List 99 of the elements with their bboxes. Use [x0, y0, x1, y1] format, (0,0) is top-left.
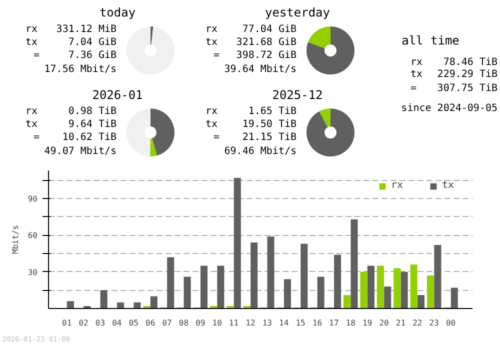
x-tick-label: 14 [279, 318, 289, 328]
chart-title: yesterday [264, 6, 330, 20]
x-tick-label: 04 [112, 318, 122, 328]
text: rx [206, 106, 218, 117]
text: 9.64 TiB [68, 119, 117, 130]
bar [100, 290, 108, 308]
text: = [214, 50, 220, 61]
text: 1.65 TiB [248, 106, 297, 117]
text: 7.04 GiB [68, 37, 117, 48]
bar [434, 244, 442, 308]
bar [284, 279, 291, 308]
x-tick-label: 18 [346, 318, 356, 328]
text: 307.75 TiB [437, 83, 498, 94]
bar [200, 266, 208, 308]
bar [250, 242, 258, 308]
bar [384, 286, 392, 308]
x-tick-label: 15 [296, 318, 306, 328]
x-tick-label: 05 [128, 318, 139, 328]
text: 229.29 TiB [437, 69, 498, 80]
x-tick-label: 10 [212, 318, 222, 328]
x-tick-label: 13 [262, 318, 272, 328]
text: 17.56 Mbit/s [44, 64, 117, 75]
text: 19.50 TiB [242, 119, 297, 130]
text: tx [26, 119, 38, 130]
x-tick-label: 06 [146, 318, 156, 328]
bar [117, 302, 124, 308]
x-tick-label: 23 [429, 318, 440, 328]
bar [400, 272, 408, 308]
bar [450, 288, 458, 308]
bar [167, 257, 174, 308]
text: 0.98 TiB [68, 106, 117, 117]
x-tick-label: 07 [162, 318, 172, 328]
text: tx [410, 69, 423, 80]
bar [410, 264, 418, 308]
text: 39.64 Mbit/s [224, 64, 297, 75]
bar [134, 302, 141, 308]
text: = [34, 132, 40, 143]
text: rx [206, 24, 218, 35]
x-tick-label: 03 [95, 318, 106, 328]
text: = [34, 50, 40, 61]
text: 10.62 TiB [62, 132, 117, 143]
x-tick-label: 08 [178, 318, 189, 328]
text: 69.46 Mbit/s [224, 146, 297, 157]
bar [376, 266, 384, 308]
bar [344, 295, 351, 308]
text: = [214, 132, 220, 143]
x-tick-label: 20 [379, 318, 390, 328]
text: rx [26, 24, 38, 35]
x-tick-label: 11 [228, 318, 239, 328]
y-tick-label: 60 [28, 231, 38, 240]
bar [427, 276, 434, 308]
text: 78.46 TiB [443, 57, 498, 68]
text: 21.15 TiB [242, 132, 297, 143]
y-tick-label: 90 [28, 194, 38, 204]
x-tick-label: 21 [396, 318, 406, 328]
text: 7.36 GiB [68, 50, 117, 61]
text: rx [410, 57, 423, 68]
x-tick-label: 19 [362, 318, 372, 328]
text: = [410, 83, 417, 94]
chart-title: today [99, 6, 136, 20]
text: rx [26, 106, 38, 117]
legend-label: rx [391, 180, 404, 191]
text: 398.72 GiB [236, 50, 297, 61]
x-tick-label: 22 [412, 318, 422, 328]
bar [267, 236, 274, 308]
bar [150, 296, 158, 308]
text: tx [206, 119, 218, 130]
bar [367, 266, 374, 308]
bar [417, 295, 425, 308]
legend-label: tx [442, 180, 456, 191]
x-tick-label: 00 [446, 318, 456, 328]
bar [334, 254, 342, 308]
bar [217, 266, 224, 308]
text: tx [26, 37, 38, 48]
x-tick-label: 01 [62, 318, 72, 328]
x-tick-label: 16 [312, 318, 322, 328]
text: 321.68 GiB [236, 37, 297, 48]
x-tick-label: 17 [329, 318, 339, 328]
text: all time [402, 34, 460, 48]
x-tick-label: 09 [196, 318, 206, 328]
y-axis-title: Mbit/s [10, 224, 20, 254]
bar [350, 219, 358, 308]
text: 49.07 Mbit/s [44, 146, 117, 157]
text: tx [206, 37, 218, 48]
y-tick-label: 30 [28, 268, 38, 277]
bar [394, 268, 401, 308]
bar [184, 276, 191, 308]
x-tick-label: 02 [78, 318, 89, 328]
bar [360, 272, 368, 308]
bar [317, 276, 324, 308]
chart-title: 2025-12 [272, 88, 323, 102]
chart-title: 2026-01 [92, 88, 143, 102]
bar [234, 178, 241, 308]
bar [300, 244, 308, 308]
text: since 2024-09-05 [401, 103, 498, 114]
x-tick-label: 12 [246, 318, 256, 328]
text: 331.12 MiB [56, 24, 117, 35]
bar [66, 301, 74, 308]
text: 77.04 GiB [242, 24, 297, 35]
